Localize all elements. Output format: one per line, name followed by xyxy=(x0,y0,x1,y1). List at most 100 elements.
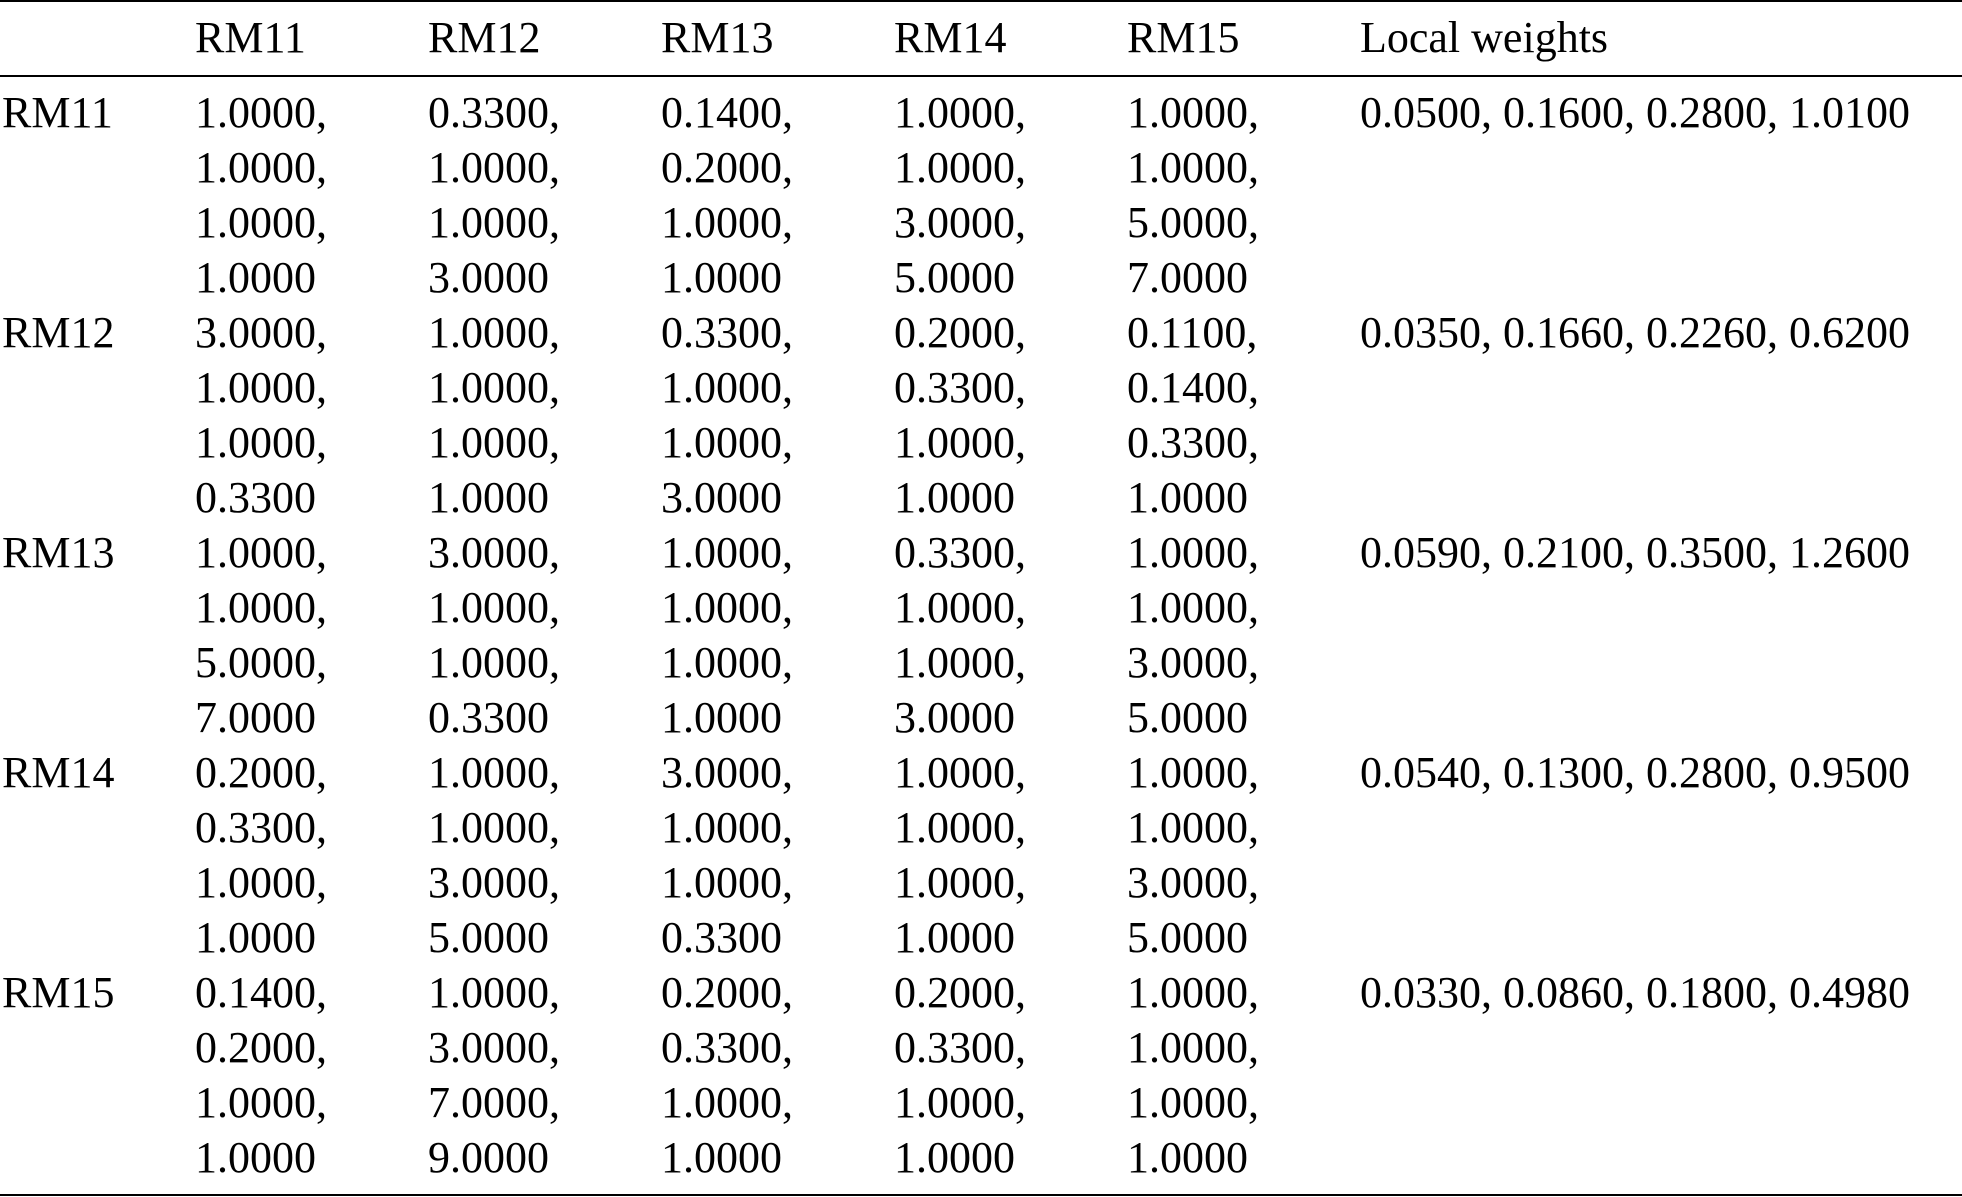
table-cell-value: 1.0000, xyxy=(1127,88,1259,137)
table-cell-value: 1.0000, xyxy=(195,1078,327,1127)
column-header-rm14: RM14 xyxy=(894,13,1007,62)
table-cell-value: 1.0000, xyxy=(195,143,327,192)
table-cell-value: 1.0000, xyxy=(894,858,1026,907)
table-cell-value: 0.1100, xyxy=(1127,308,1258,357)
table-cell-value: 3.0000, xyxy=(428,858,560,907)
table-cell-value: 1.0000, xyxy=(195,88,327,137)
table-cell-value: 1.0000, xyxy=(195,528,327,577)
table-cell-value: 3.0000 xyxy=(428,253,549,302)
table-cell-value: 3.0000, xyxy=(428,528,560,577)
table-cell-value: 1.0000, xyxy=(1127,528,1259,577)
table-cell-value: 1.0000 xyxy=(1127,1133,1248,1182)
table-cell-value: 3.0000 xyxy=(661,473,782,522)
table-cell-value: 0.3300 xyxy=(195,473,316,522)
table-cell-value: 5.0000 xyxy=(1127,913,1248,962)
table-cell-value: 1.0000, xyxy=(1127,583,1259,632)
table-cell-value: 1.0000, xyxy=(428,143,560,192)
table-cell-value: 1.0000, xyxy=(661,803,793,852)
column-header-rm12: RM12 xyxy=(428,13,541,62)
table-cell-value: 1.0000 xyxy=(661,693,782,742)
table-cell-value: 1.0000, xyxy=(661,583,793,632)
table-cell-value: 1.0000, xyxy=(894,748,1026,797)
table-cell-value: 1.0000, xyxy=(661,363,793,412)
table-cell-value: 1.0000, xyxy=(661,1078,793,1127)
table-cell-value: 1.0000, xyxy=(661,858,793,907)
table-cell-value: 5.0000, xyxy=(195,638,327,687)
table-cell-value: 1.0000, xyxy=(1127,143,1259,192)
table-cell-value: 0.2000, xyxy=(894,968,1026,1017)
table-cell-value: 1.0000, xyxy=(195,198,327,247)
table-cell-value: 1.0000 xyxy=(894,913,1015,962)
table-cell-value: 7.0000 xyxy=(195,693,316,742)
table-cell-value: 7.0000 xyxy=(1127,253,1248,302)
table-cell-value: 1.0000, xyxy=(894,638,1026,687)
table-bottom-rule xyxy=(0,1194,1962,1196)
row-header-2: RM12 xyxy=(2,308,115,357)
table-top-rule xyxy=(0,0,1962,2)
table-cell-value: 0.3300 xyxy=(661,913,782,962)
table-cell-value: 1.0000, xyxy=(1127,803,1259,852)
table-cell-value: 1.0000, xyxy=(661,198,793,247)
table-cell-value: 1.0000, xyxy=(661,638,793,687)
table-cell-value: 1.0000 xyxy=(195,253,316,302)
local-weights-value: 0.0590, 0.2100, 0.3500, 1.2600 xyxy=(1360,528,1910,577)
local-weights-value: 0.0330, 0.0860, 0.1800, 0.4980 xyxy=(1360,968,1910,1017)
table-cell-value: 1.0000 xyxy=(195,913,316,962)
table-cell-value: 1.0000 xyxy=(428,473,549,522)
table-cell-value: 0.3300, xyxy=(894,528,1026,577)
table-cell-value: 0.3300, xyxy=(428,88,560,137)
table-cell-value: 5.0000, xyxy=(1127,198,1259,247)
local-weights-value: 0.0540, 0.1300, 0.2800, 0.9500 xyxy=(1360,748,1910,797)
table-cell-value: 3.0000, xyxy=(428,1023,560,1072)
table-cell-value: 0.1400, xyxy=(195,968,327,1017)
table-cell-value: 0.3300, xyxy=(1127,418,1259,467)
table-cell-value: 1.0000, xyxy=(428,638,560,687)
table-cell-value: 1.0000, xyxy=(661,418,793,467)
table-cell-value: 0.2000, xyxy=(195,748,327,797)
table-cell-value: 3.0000, xyxy=(1127,638,1259,687)
table-header-rule xyxy=(0,75,1962,77)
table-cell-value: 5.0000 xyxy=(894,253,1015,302)
table-cell-value: 1.0000 xyxy=(195,1133,316,1182)
table-cell-value: 1.0000, xyxy=(1127,1023,1259,1072)
table-cell-value: 1.0000, xyxy=(428,418,560,467)
table-cell-value: 1.0000, xyxy=(195,583,327,632)
table-cell-value: 1.0000, xyxy=(1127,968,1259,1017)
table-cell-value: 1.0000 xyxy=(894,473,1015,522)
table-cell-value: 1.0000, xyxy=(428,308,560,357)
table-cell-value: 3.0000, xyxy=(195,308,327,357)
table-cell-value: 1.0000, xyxy=(894,418,1026,467)
table-cell-value: 5.0000 xyxy=(1127,693,1248,742)
table-cell-value: 9.0000 xyxy=(428,1133,549,1182)
local-weights-value: 0.0500, 0.1600, 0.2800, 1.0100 xyxy=(1360,88,1910,137)
table-cell-value: 0.3300, xyxy=(661,1023,793,1072)
table-cell-value: 1.0000, xyxy=(195,418,327,467)
table-cell-value: 1.0000, xyxy=(1127,748,1259,797)
table-cell-value: 0.3300, xyxy=(195,803,327,852)
table-cell-value: 1.0000, xyxy=(428,748,560,797)
table-cell-value: 0.3300, xyxy=(894,363,1026,412)
table-cell-value: 0.3300 xyxy=(428,693,549,742)
table-cell-value: 0.2000, xyxy=(894,308,1026,357)
table-cell-value: 1.0000, xyxy=(195,858,327,907)
table-cell-value: 1.0000 xyxy=(894,1133,1015,1182)
table-cell-value: 1.0000 xyxy=(1127,473,1248,522)
table-cell-value: 1.0000, xyxy=(661,528,793,577)
row-header-3: RM13 xyxy=(2,528,115,577)
table-cell-value: 7.0000, xyxy=(428,1078,560,1127)
table-cell-value: 0.2000, xyxy=(661,968,793,1017)
table-cell-value: 3.0000, xyxy=(894,198,1026,247)
table-cell-value: 1.0000, xyxy=(894,143,1026,192)
table-cell-value: 5.0000 xyxy=(428,913,549,962)
table-cell-value: 1.0000, xyxy=(894,1078,1026,1127)
table-cell-value: 1.0000, xyxy=(428,583,560,632)
table-cell-value: 1.0000 xyxy=(661,253,782,302)
local-weights-value: 0.0350, 0.1660, 0.2260, 0.6200 xyxy=(1360,308,1910,357)
table-cell-value: 0.1400, xyxy=(661,88,793,137)
column-header-local-weights: Local weights xyxy=(1360,13,1609,62)
table-cell-value: 1.0000, xyxy=(428,363,560,412)
row-header-4: RM14 xyxy=(2,748,115,797)
table-cell-value: 1.0000, xyxy=(894,88,1026,137)
table-cell-value: 1.0000 xyxy=(661,1133,782,1182)
column-header-rm11: RM11 xyxy=(195,13,306,62)
